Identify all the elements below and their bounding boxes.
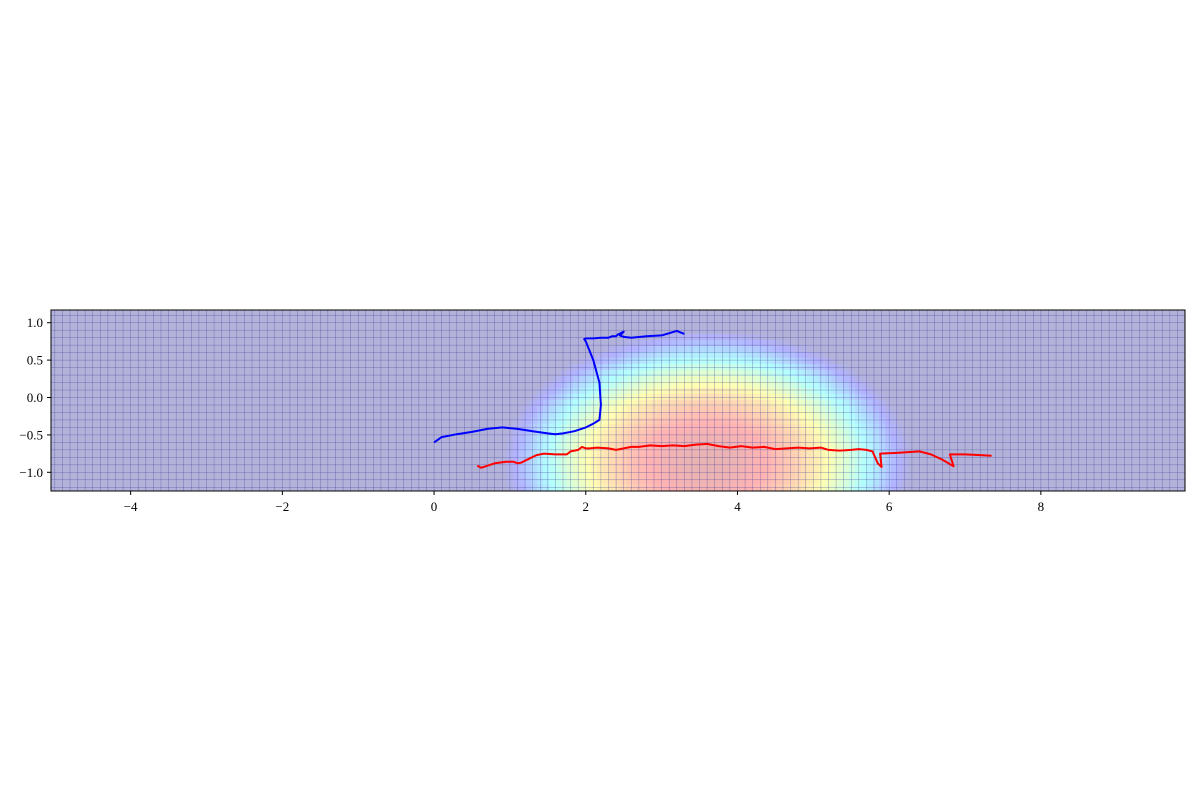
y-tick-label: 0.5 <box>27 353 43 368</box>
grid-layer <box>51 310 1185 491</box>
y-axis: 1.0 0.5 0.0 −0.5 −1.0 <box>19 315 51 480</box>
x-axis: −4 −2 0 2 4 6 8 <box>124 491 1044 514</box>
series-line-1 <box>433 329 685 444</box>
y-tick-label: 1.0 <box>27 315 43 330</box>
x-tick-label: 2 <box>583 499 590 514</box>
x-tick-label: 4 <box>734 499 741 514</box>
x-tick-label: −4 <box>124 499 138 514</box>
series-line-2 <box>476 442 992 469</box>
heatmap-layer <box>51 310 1185 491</box>
x-tick-label: 6 <box>886 499 893 514</box>
y-tick-label: 0.0 <box>27 390 43 405</box>
x-tick-label: 8 <box>1038 499 1045 514</box>
x-tick-label: −2 <box>275 499 289 514</box>
x-tick-label: 0 <box>431 499 438 514</box>
series-layer <box>433 329 992 469</box>
y-tick-label: −1.0 <box>19 465 43 480</box>
y-tick-label: −0.5 <box>19 427 43 442</box>
axes-frame <box>50 309 1186 492</box>
